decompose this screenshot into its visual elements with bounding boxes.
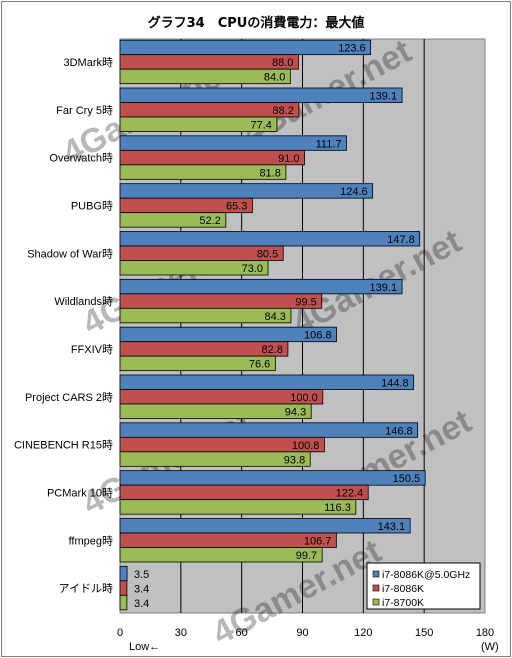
- data-label: 99.5: [295, 296, 316, 308]
- data-label: 88.2: [272, 105, 293, 117]
- bar: [119, 451, 311, 467]
- data-label: 147.8: [387, 234, 415, 246]
- category-label: CINEBENCH R15時: [14, 439, 113, 452]
- bar: [119, 547, 323, 563]
- data-label: 94.3: [285, 407, 306, 419]
- chart-title: グラフ34 CPUの消費電力：最大値: [148, 15, 365, 31]
- bar: [119, 565, 128, 582]
- data-label: 100.8: [292, 440, 320, 452]
- legend-swatch: [372, 570, 380, 578]
- data-label: 106.7: [304, 536, 332, 548]
- legend-swatch: [372, 584, 380, 592]
- data-label: 144.8: [381, 378, 409, 390]
- legend-label: i7-8086K: [382, 583, 424, 595]
- category-label: PUBG時: [71, 199, 113, 212]
- category-label: Far Cry 5時: [56, 104, 113, 117]
- x-axis-low-label: Low←: [129, 641, 160, 653]
- bar: [119, 484, 369, 501]
- legend: i7-8086K@5.0GHz i7-8086K i7-8700K: [366, 562, 481, 610]
- data-label: 91.0: [278, 153, 299, 165]
- tick-label: 60: [236, 627, 248, 639]
- tick-label: 180: [476, 627, 494, 639]
- data-label: 100.0: [290, 392, 318, 404]
- data-label: 3.5: [134, 569, 149, 581]
- data-label: 123.6: [338, 43, 366, 55]
- bars: 123.6 88.0 84.0 139.1 88.277.4 111.7 91.0 81.8 1…: [119, 39, 426, 611]
- data-label: 77.4: [251, 120, 272, 132]
- bar: [119, 293, 323, 309]
- bar: [119, 135, 347, 151]
- bar: [119, 422, 419, 438]
- category-label: FFXIV時: [71, 343, 113, 356]
- data-label: 84.0: [264, 72, 285, 84]
- bar: [119, 68, 291, 85]
- bar: [119, 594, 128, 611]
- bar: [119, 260, 269, 276]
- data-label: 143.1: [378, 521, 406, 533]
- tick-label: 150: [415, 627, 433, 639]
- data-label: 99.7: [296, 550, 317, 562]
- data-label: 52.2: [199, 215, 220, 227]
- category-label: PCMark 10時: [47, 486, 113, 499]
- category-label: アイドル時: [59, 582, 113, 595]
- bar: [119, 164, 287, 180]
- category-label: Overwatch時: [49, 152, 113, 165]
- bar: [119, 374, 415, 390]
- category-label: Project CARS 2時: [25, 391, 113, 404]
- data-label: 139.1: [370, 91, 398, 103]
- bar: [119, 403, 312, 419]
- tick-label: 120: [354, 627, 372, 639]
- data-label: 146.8: [385, 425, 413, 437]
- bar: [119, 231, 421, 247]
- legend-swatch: [372, 598, 380, 606]
- data-label: 150.5: [393, 473, 421, 485]
- data-label: 82.8: [261, 344, 282, 356]
- data-label: 84.3: [265, 311, 286, 323]
- legend-box: [366, 562, 481, 610]
- tick-label: 0: [117, 627, 123, 639]
- bar: [119, 518, 411, 534]
- data-label: 106.8: [304, 330, 332, 342]
- category-label: 3DMark時: [63, 56, 113, 69]
- data-label: 111.7: [316, 138, 342, 150]
- bar: [119, 580, 128, 596]
- bar: [119, 499, 357, 515]
- data-label: 93.8: [284, 454, 305, 466]
- bar: [119, 470, 426, 486]
- bar: [119, 278, 403, 295]
- bar: [119, 116, 278, 132]
- data-label: 122.4: [336, 488, 364, 500]
- bar: [119, 355, 276, 372]
- data-label: 139.1: [370, 282, 398, 294]
- category-label: Wildlands時: [54, 295, 113, 308]
- legend-label: i7-8086K@5.0GHz: [382, 569, 470, 581]
- data-label: 65.3: [226, 201, 247, 213]
- category-labels: 3DMark時 Far Cry 5時 Overwatch時 PUBG時 Shadow o…: [14, 56, 113, 595]
- bar: [119, 212, 227, 228]
- data-label: 81.8: [259, 167, 280, 179]
- data-label: 80.5: [257, 249, 278, 261]
- gridlines: [180, 39, 425, 613]
- data-label: 3.4: [134, 598, 149, 610]
- data-label: 73.0: [242, 263, 263, 275]
- bar: [119, 149, 305, 166]
- bar: [119, 39, 372, 56]
- category-label: Shadow of War時: [27, 247, 113, 260]
- data-label: 88.0: [272, 57, 293, 69]
- tick-label: 30: [175, 627, 187, 639]
- category-label: ffmpeg時: [69, 534, 113, 547]
- data-label: 124.6: [340, 186, 368, 198]
- bar: [119, 183, 374, 199]
- tick-label: 90: [296, 627, 308, 639]
- x-axis-unit: (W): [481, 641, 499, 653]
- bar: [119, 307, 292, 324]
- legend-label: i7-8700K: [382, 597, 424, 609]
- data-label: 76.6: [249, 359, 270, 371]
- data-label: 116.3: [324, 502, 351, 514]
- x-axis-ticks: 0 30 60 90 120 150 180: [117, 627, 494, 639]
- data-label: 3.4: [134, 583, 149, 595]
- bar: [119, 87, 403, 103]
